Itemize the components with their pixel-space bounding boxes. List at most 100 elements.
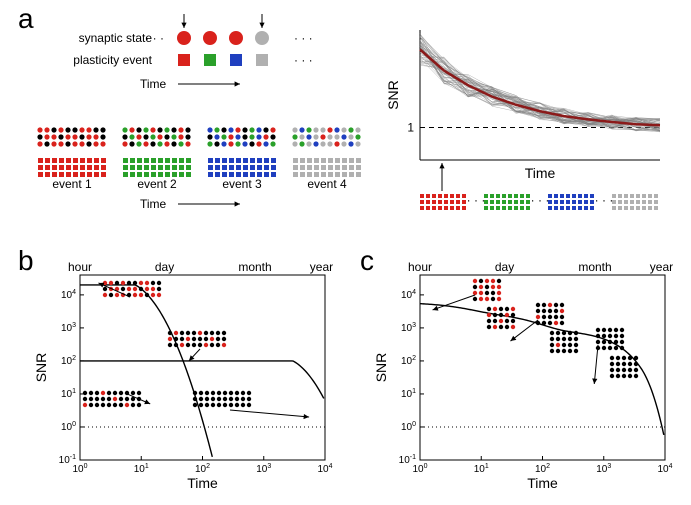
xlabel: Time bbox=[187, 475, 218, 491]
dot bbox=[109, 293, 113, 297]
panel-a: asynaptic stateplasticity event· · ·· · … bbox=[18, 3, 660, 211]
dot bbox=[556, 343, 560, 347]
dot bbox=[355, 134, 360, 139]
dot bbox=[622, 356, 626, 360]
panel-b-label: b bbox=[18, 245, 34, 276]
y-tick-label: 103 bbox=[401, 322, 416, 334]
dot bbox=[65, 134, 70, 139]
square bbox=[520, 194, 524, 198]
dot bbox=[129, 127, 134, 132]
dot bbox=[171, 127, 176, 132]
synaptic-state-label: synaptic state bbox=[79, 31, 153, 45]
dot bbox=[562, 331, 566, 335]
dot bbox=[554, 321, 558, 325]
dot bbox=[157, 134, 162, 139]
inset-arrow-icon bbox=[594, 345, 598, 384]
dot bbox=[143, 134, 148, 139]
square bbox=[328, 158, 333, 163]
dot bbox=[222, 331, 226, 335]
square bbox=[630, 194, 634, 198]
dot bbox=[180, 337, 184, 341]
square bbox=[572, 206, 576, 210]
dot bbox=[263, 127, 268, 132]
dot bbox=[119, 403, 123, 407]
top-time-label: day bbox=[155, 260, 174, 274]
dot bbox=[86, 141, 91, 146]
dot bbox=[180, 343, 184, 347]
dot bbox=[198, 343, 202, 347]
dot bbox=[143, 141, 148, 146]
dot bbox=[204, 331, 208, 335]
square bbox=[502, 200, 506, 204]
dot bbox=[113, 397, 117, 401]
square bbox=[548, 194, 552, 198]
dot bbox=[58, 134, 63, 139]
dot bbox=[614, 346, 618, 350]
square bbox=[349, 172, 354, 177]
square bbox=[307, 165, 312, 170]
dot bbox=[256, 127, 261, 132]
square bbox=[130, 165, 135, 170]
xlabel: Time bbox=[527, 475, 558, 491]
square bbox=[526, 194, 530, 198]
square bbox=[566, 194, 570, 198]
dot bbox=[168, 337, 172, 341]
square bbox=[335, 158, 340, 163]
plasticity-event-square bbox=[178, 54, 190, 66]
square bbox=[612, 206, 616, 210]
square bbox=[508, 194, 512, 198]
square bbox=[444, 194, 448, 198]
square bbox=[101, 158, 106, 163]
dot bbox=[620, 340, 624, 344]
x-tick-label: 101 bbox=[134, 463, 149, 475]
square bbox=[432, 194, 436, 198]
dot bbox=[100, 127, 105, 132]
dot bbox=[199, 397, 203, 401]
dot bbox=[473, 279, 477, 283]
dot bbox=[622, 362, 626, 366]
dot bbox=[228, 127, 233, 132]
dot bbox=[263, 141, 268, 146]
dot bbox=[115, 281, 119, 285]
square bbox=[648, 194, 652, 198]
dot bbox=[548, 321, 552, 325]
dot bbox=[79, 127, 84, 132]
dot bbox=[207, 127, 212, 132]
dot bbox=[574, 349, 578, 353]
fast-curve bbox=[80, 285, 212, 457]
dot bbox=[505, 325, 509, 329]
square bbox=[514, 200, 518, 204]
x-tick-label: 100 bbox=[412, 463, 427, 475]
dot bbox=[115, 293, 119, 297]
dot bbox=[487, 313, 491, 317]
square bbox=[630, 200, 634, 204]
dot bbox=[164, 134, 169, 139]
dot bbox=[109, 281, 113, 285]
dot bbox=[247, 403, 251, 407]
square bbox=[514, 206, 518, 210]
dot bbox=[334, 141, 339, 146]
dot bbox=[493, 307, 497, 311]
dot bbox=[493, 319, 497, 323]
square bbox=[490, 200, 494, 204]
square bbox=[186, 158, 191, 163]
dot bbox=[348, 134, 353, 139]
dot bbox=[186, 343, 190, 347]
dot bbox=[270, 134, 275, 139]
dot bbox=[136, 141, 141, 146]
dot bbox=[536, 303, 540, 307]
dot bbox=[241, 403, 245, 407]
ellipsis: · · · bbox=[595, 193, 614, 207]
square bbox=[590, 194, 594, 198]
dot bbox=[610, 356, 614, 360]
dot bbox=[562, 349, 566, 353]
dot bbox=[556, 337, 560, 341]
y-tick-label: 100 bbox=[61, 421, 76, 433]
dot bbox=[536, 309, 540, 313]
dot bbox=[216, 331, 220, 335]
square bbox=[151, 165, 156, 170]
dot bbox=[37, 127, 42, 132]
square bbox=[172, 158, 177, 163]
dot bbox=[83, 391, 87, 395]
dot bbox=[550, 337, 554, 341]
